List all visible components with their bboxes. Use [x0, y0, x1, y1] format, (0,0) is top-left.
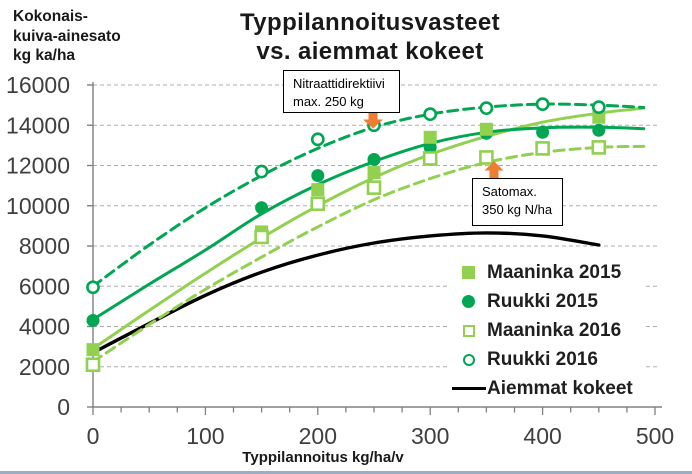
annotation-yield-max: Satomax. 350 kg N/ha: [472, 178, 563, 226]
marker-maaninka-2016: [535, 141, 550, 156]
chart-title-line2: vs. aiemmat kokeet: [256, 38, 484, 65]
legend-label: Aiemmat kokeet: [487, 377, 633, 399]
arrow-up-icon: [484, 161, 504, 179]
y-tick-label: 4000: [19, 314, 70, 340]
marker-ruukki-2015: [592, 123, 606, 137]
x-tick-label: 500: [636, 423, 674, 449]
x-tick-label: 200: [299, 423, 337, 449]
marker-ruukki-2016: [423, 107, 438, 122]
arrow-down-icon: [363, 113, 383, 129]
y-axis-title-line1: Kokonais-: [13, 8, 88, 25]
annotation-nitrate-line1: Nitraattidirektiivi: [293, 76, 385, 91]
y-tick-label: 0: [57, 394, 70, 420]
marker-maaninka-2015: [367, 166, 381, 180]
y-tick-label: 6000: [19, 273, 70, 299]
black-line-icon: [451, 386, 486, 391]
y-tick-label: 8000: [19, 233, 70, 259]
marker-ruukki-2015: [536, 125, 550, 139]
marker-maaninka-2016: [479, 150, 494, 165]
x-axis-title: Typpilannoitus kg/ha/v: [242, 449, 404, 466]
y-tick-label: 12000: [6, 153, 70, 179]
marker-ruukki-2016: [254, 164, 269, 179]
marker-ruukki-2015: [311, 169, 325, 183]
marker-ruukki-2016: [535, 97, 550, 112]
marker-maaninka-2016: [85, 357, 101, 373]
marker-ruukki-2016: [479, 101, 494, 116]
filled-square-icon: [462, 266, 475, 279]
marker-ruukki-2016: [310, 132, 325, 147]
legend-label: Ruukki 2016: [487, 348, 598, 370]
annotation-yield-max-line1: Satomax.: [482, 184, 537, 199]
y-tick-label: 16000: [6, 72, 70, 98]
chart-title: Typpilannoitusvasteet vs. aiemmat kokeet: [180, 8, 560, 66]
annotation-nitrate-directive: Nitraattidirektiivi max. 250 kg: [283, 70, 400, 113]
marker-maaninka-2015: [86, 343, 100, 357]
legend-item-maaninka-2015: Maaninka 2015: [450, 258, 646, 287]
trend-curve-maaninka-2016: [91, 144, 646, 364]
x-tick-label: 100: [186, 423, 224, 449]
y-tick-label: 10000: [6, 193, 70, 219]
legend-label: Ruukki 2015: [487, 290, 598, 312]
y-axis-title-line3: kg ka/ha: [13, 47, 76, 64]
legend-item-aiemmat-kokeet: Aiemmat kokeet: [450, 374, 646, 403]
annotation-nitrate-line2: max. 250 kg: [293, 93, 364, 109]
marker-maaninka-2016: [422, 151, 438, 166]
filled-circle-icon: [462, 295, 475, 308]
y-tick-label: 14000: [6, 112, 70, 138]
marker-ruukki-2015: [255, 201, 269, 215]
legend-item-ruukki-2015: Ruukki 2015: [450, 287, 646, 316]
x-tick-label: 300: [411, 423, 449, 449]
legend-item-ruukki-2016: Ruukki 2016: [450, 345, 646, 374]
marker-maaninka-2015: [423, 130, 437, 144]
marker-maaninka-2016: [254, 229, 269, 245]
marker-maaninka-2016: [310, 196, 326, 212]
marker-ruukki-2015: [86, 313, 100, 327]
marker-maaninka-2015: [592, 110, 606, 124]
legend-label: Maaninka 2016: [487, 319, 622, 341]
y-axis-title-line2: kuiva-ainesato: [13, 27, 121, 45]
chart-title-line1: Typpilannoitusvasteet: [239, 9, 500, 36]
marker-ruukki-2016: [591, 100, 606, 115]
marker-maaninka-2015: [311, 183, 325, 197]
legend-label: Maaninka 2015: [487, 261, 622, 283]
open-square-icon: [462, 324, 475, 337]
y-axis-title: Kokonais- kuiva-ainesato kg ka/ha: [13, 7, 121, 66]
open-circle-icon: [462, 353, 475, 366]
marker-ruukki-2015: [367, 152, 381, 166]
x-tick-label: 0: [87, 423, 100, 449]
marker-maaninka-2016: [591, 140, 607, 155]
marker-ruukki-2015: [423, 140, 437, 154]
legend: Maaninka 2015 Ruukki 2015 Maaninka 2016 …: [450, 258, 646, 403]
annotation-yield-max-line2: 350 kg N/ha: [482, 201, 553, 217]
marker-ruukki-2016: [86, 280, 100, 295]
y-tick-label: 2000: [19, 354, 70, 380]
marker-maaninka-2016: [366, 180, 382, 195]
bottom-border: [0, 471, 692, 474]
x-tick-label: 400: [523, 423, 561, 449]
curve-aiemmat-kokeet: [91, 231, 601, 355]
marker-maaninka-2015: [479, 122, 493, 136]
legend-item-maaninka-2016: Maaninka 2016: [450, 316, 646, 345]
